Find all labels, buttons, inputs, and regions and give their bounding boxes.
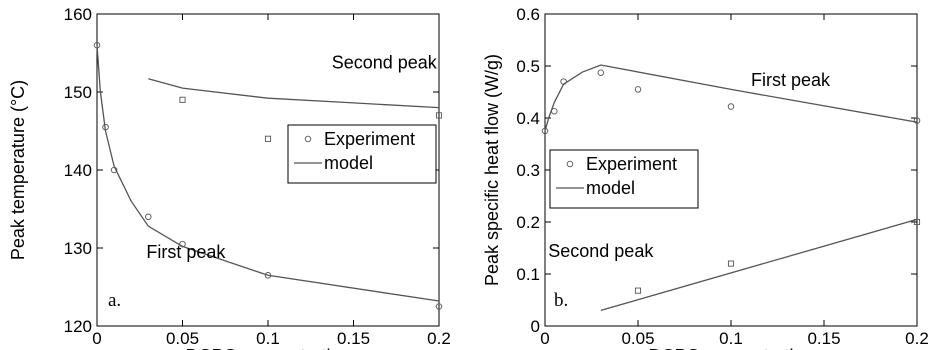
x-tick-label: 0.15	[337, 329, 370, 348]
y-tick-label: 0.3	[516, 161, 540, 180]
legend-box	[287, 124, 437, 184]
x-tick-label: 0.15	[807, 329, 840, 348]
model-line	[600, 218, 918, 312]
legend-entry-label: Experiment	[324, 129, 415, 149]
x-tick-label: 0.05	[621, 329, 654, 348]
x-axis-label: DCPO concentration	[185, 346, 350, 350]
model-line	[96, 45, 440, 302]
experiment-point-square	[727, 260, 735, 267]
peak-annotation: First peak	[751, 70, 831, 90]
legend: Experiment model	[549, 149, 699, 209]
chart-panel-b: 0 0.05 0.1 0.15 0.2 0 0.1 0.2 0.3 0.4 0.5 0.6 DCPO c…	[482, 5, 929, 350]
legend-entry-label: model	[324, 153, 373, 173]
experiment-point-circle	[145, 213, 152, 221]
y-tick-label: 160	[64, 5, 92, 24]
y-axis-label: Peak temperature (°C)	[8, 80, 28, 260]
peak-annotation: Second peak	[548, 241, 654, 261]
x-tick-label: 0.05	[166, 329, 199, 348]
experiment-point-square	[634, 287, 642, 294]
x-tick-label: 0.2	[905, 329, 929, 348]
x-tick-label: 0	[92, 329, 101, 348]
x-tick-label: 0.1	[719, 329, 743, 348]
x-tick-label: 0.2	[427, 329, 451, 348]
legend-circle-marker	[304, 135, 312, 143]
y-tick-label: 0.4	[516, 109, 540, 128]
legend-circle-marker	[566, 160, 574, 168]
experiment-point-circle	[541, 127, 549, 135]
legend: Experiment model	[287, 124, 437, 184]
experiment-point-circle	[727, 103, 735, 110]
y-tick-label: 0.1	[516, 265, 540, 284]
y-tick-label: 150	[64, 83, 92, 102]
model-line	[148, 78, 440, 109]
experiment-point-circle	[597, 69, 605, 77]
y-tick-label: 0.2	[516, 213, 540, 232]
experiment-point-square	[179, 96, 186, 103]
experiment-point-circle	[435, 303, 443, 310]
y-tick-label: 0	[531, 317, 540, 336]
x-tick-label: 0	[540, 329, 549, 348]
experiment-point-square	[435, 112, 443, 119]
y-tick-label: 120	[64, 317, 92, 336]
panel-tag: a.	[108, 290, 121, 311]
y-tick-label: 130	[64, 239, 92, 258]
experiment-point-circle	[634, 86, 642, 93]
peak-annotation: Second peak	[332, 53, 438, 73]
experiment-point-square	[264, 135, 272, 142]
peak-annotation: First peak	[146, 242, 226, 262]
legend-entry-label: model	[586, 178, 635, 198]
panel-tag: b.	[554, 290, 568, 311]
experiment-point-circle	[913, 117, 921, 124]
model-line	[544, 64, 918, 132]
y-tick-label: 0.6	[516, 5, 540, 24]
chart-panel-a: 0 0.05 0.1 0.15 0.2 120 130 140 150 160 DCPO conce…	[8, 5, 451, 350]
x-tick-label: 0.1	[256, 329, 280, 348]
x-axis-label: DCPO concentration	[648, 346, 813, 350]
y-tick-label: 140	[64, 161, 92, 180]
y-axis-label: Peak specific heat flow (W/g)	[482, 54, 502, 286]
legend-box	[549, 149, 699, 209]
y-tick-label: 0.5	[516, 57, 540, 76]
legend-entry-label: Experiment	[586, 154, 677, 174]
